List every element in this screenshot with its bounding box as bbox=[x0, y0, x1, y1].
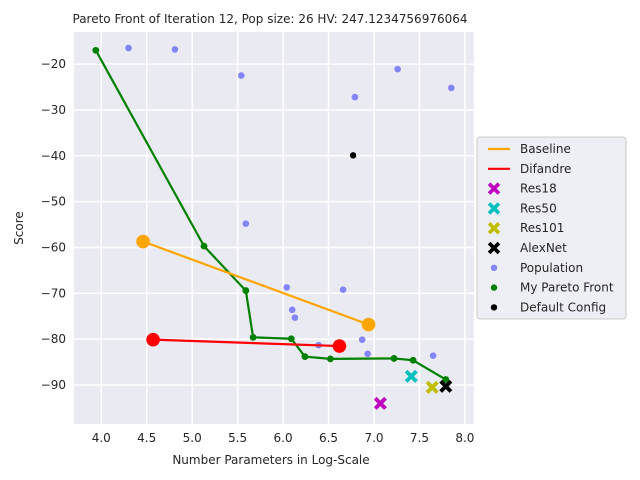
pareto-front-point bbox=[242, 287, 250, 294]
y-tick-label: −20 bbox=[41, 57, 66, 71]
difandre-line bbox=[153, 338, 340, 348]
res101-marker bbox=[425, 380, 439, 394]
pareto-front-point bbox=[92, 46, 100, 54]
pareto-front-point bbox=[249, 333, 257, 341]
legend-difandre-label: Difandre bbox=[520, 162, 571, 176]
legend-default-config-label: Default Config bbox=[520, 300, 606, 314]
population-point bbox=[339, 286, 347, 293]
pareto-front-point bbox=[442, 376, 450, 383]
legend-population-swatch bbox=[490, 264, 498, 271]
res18-marker bbox=[373, 396, 387, 410]
population-point bbox=[429, 352, 437, 359]
x-tick-label: 7.0 bbox=[364, 431, 383, 445]
x-tick-label: 6.0 bbox=[274, 431, 293, 445]
legend-res18-swatch bbox=[487, 182, 501, 195]
legend-my-pareto-front-swatch bbox=[490, 284, 498, 291]
population-point bbox=[351, 93, 359, 101]
x-tick-label: 6.5 bbox=[319, 431, 338, 445]
legend-alexnet-label: AlexNet bbox=[520, 241, 567, 255]
y-axis-label: Score bbox=[12, 211, 26, 245]
pareto-front-point bbox=[287, 335, 295, 343]
y-tick-label: −50 bbox=[41, 195, 66, 209]
alexnet-marker bbox=[439, 379, 453, 393]
legend-box bbox=[476, 136, 627, 320]
y-tick-label: −30 bbox=[41, 103, 66, 117]
legend-res50-swatch bbox=[487, 202, 501, 215]
population-point bbox=[237, 72, 245, 79]
population-point bbox=[291, 314, 299, 321]
res50-marker bbox=[404, 369, 418, 383]
x-axis-ticks: 4.0 4.5 5.0 5.5 6.0 6.5 7.0 7.5 8.0 bbox=[92, 431, 475, 445]
x-tick-label: 4.5 bbox=[137, 431, 156, 445]
x-tick-label: 5.0 bbox=[183, 431, 202, 445]
difandre-point bbox=[146, 332, 160, 347]
y-tick-label: −40 bbox=[41, 149, 66, 163]
legend-baseline-label: Baseline bbox=[520, 142, 571, 156]
series-layer bbox=[92, 44, 455, 410]
population-point bbox=[288, 306, 296, 314]
population-point bbox=[125, 44, 132, 52]
x-tick-label: 8.0 bbox=[455, 431, 474, 445]
population-point bbox=[171, 46, 179, 53]
y-tick-label: −60 bbox=[41, 240, 66, 254]
baseline-point bbox=[136, 234, 150, 249]
y-tick-label: −70 bbox=[41, 286, 66, 300]
population-point bbox=[242, 220, 250, 227]
difandre-point bbox=[332, 339, 347, 353]
pareto-front-point bbox=[301, 353, 309, 361]
x-tick-label: 4.0 bbox=[92, 431, 111, 445]
pareto-front-point bbox=[390, 355, 398, 362]
population-point bbox=[283, 284, 291, 291]
y-axis-ticks: −20 −30 −40 −50 −60 −70 −80 −90 bbox=[41, 57, 66, 392]
y-tick-label: −90 bbox=[41, 378, 66, 392]
legend-res101-label: Res101 bbox=[520, 221, 564, 235]
chart-title: Pareto Front of Iteration 12, Pop size: … bbox=[73, 12, 468, 26]
population-point bbox=[447, 84, 455, 92]
default-config-point bbox=[349, 152, 357, 159]
legend-res50-label: Res50 bbox=[520, 201, 557, 215]
pareto-front-point bbox=[200, 242, 208, 250]
grid-lines bbox=[74, 32, 474, 424]
x-tick-label: 7.5 bbox=[410, 431, 429, 445]
legend-my-pareto-front-label: My Pareto Front bbox=[520, 281, 614, 295]
pareto-front-point bbox=[409, 356, 417, 364]
legend: Baseline Difandre Res18 Res50 Res101 AlexNet P… bbox=[476, 136, 627, 320]
legend-default-config-swatch bbox=[490, 304, 498, 311]
baseline-point bbox=[361, 317, 376, 332]
y-tick-label: −80 bbox=[41, 332, 66, 346]
pareto-front-point bbox=[326, 355, 334, 363]
x-axis-label: Number Parameters in Log-Scale bbox=[172, 453, 369, 467]
legend-res101-swatch bbox=[487, 222, 501, 235]
population-point bbox=[358, 336, 366, 343]
legend-res18-label: Res18 bbox=[520, 182, 557, 196]
population-point bbox=[364, 350, 371, 358]
population-point bbox=[394, 65, 401, 73]
legend-alexnet-swatch bbox=[487, 241, 501, 255]
legend-population-label: Population bbox=[520, 261, 583, 275]
pareto-front-line bbox=[94, 49, 447, 381]
x-tick-label: 5.5 bbox=[228, 431, 247, 445]
plot-area bbox=[74, 32, 474, 424]
baseline-line bbox=[142, 240, 369, 326]
